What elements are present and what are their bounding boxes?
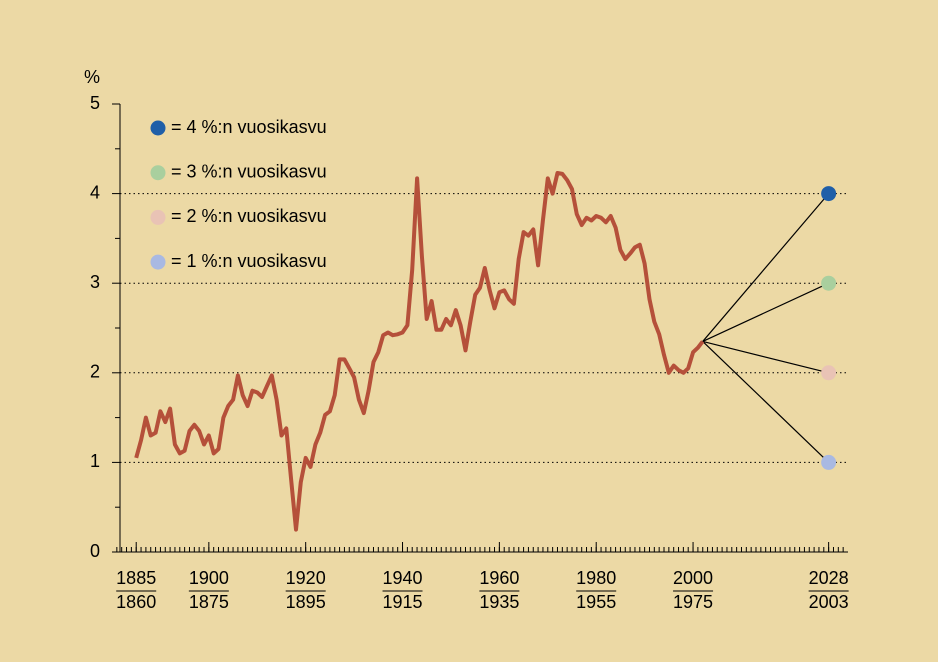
x-tick-sub-label: 1895 bbox=[286, 592, 326, 612]
x-tick-sub-label: 1975 bbox=[673, 592, 713, 612]
projection-marker bbox=[821, 365, 837, 381]
legend-label: = 3 %:n vuosikasvu bbox=[171, 161, 327, 181]
legend-marker bbox=[150, 165, 166, 181]
x-tick-label: 2000 bbox=[673, 568, 713, 588]
x-tick-sub-label: 2003 bbox=[809, 592, 849, 612]
projection-marker bbox=[821, 454, 837, 470]
y-tick-label: 2 bbox=[90, 362, 100, 382]
y-axis-label: % bbox=[84, 67, 100, 87]
legend-label: = 4 %:n vuosikasvu bbox=[171, 117, 327, 137]
x-tick-sub-label: 1935 bbox=[479, 592, 519, 612]
x-tick-label: 1920 bbox=[286, 568, 326, 588]
x-tick-label: 1980 bbox=[576, 568, 616, 588]
x-tick-label: 2028 bbox=[809, 568, 849, 588]
x-tick-label: 1940 bbox=[383, 568, 423, 588]
legend-marker bbox=[150, 209, 166, 225]
x-tick-sub-label: 1875 bbox=[189, 592, 229, 612]
y-tick-label: 1 bbox=[90, 451, 100, 471]
projection-marker bbox=[821, 275, 837, 291]
y-tick-label: 4 bbox=[90, 182, 100, 202]
projection-line bbox=[702, 282, 829, 342]
x-tick-sub-label: 1915 bbox=[383, 592, 423, 612]
projection-marker bbox=[821, 186, 837, 202]
x-tick-label: 1900 bbox=[189, 568, 229, 588]
legend-marker bbox=[150, 254, 166, 270]
y-tick-label: 3 bbox=[90, 272, 100, 292]
legend-label: = 1 %:n vuosikasvu bbox=[171, 251, 327, 271]
legend-label: = 2 %:n vuosikasvu bbox=[171, 206, 327, 226]
x-tick-sub-label: 1860 bbox=[116, 592, 156, 612]
legend-marker bbox=[150, 120, 166, 136]
projection-line bbox=[702, 340, 829, 374]
data-line bbox=[134, 171, 705, 532]
x-tick-sub-label: 1955 bbox=[576, 592, 616, 612]
y-tick-label: 5 bbox=[90, 93, 100, 113]
y-tick-label: 0 bbox=[90, 541, 100, 561]
x-tick-label: 1885 bbox=[116, 568, 156, 588]
projection-line bbox=[702, 341, 830, 463]
projection-line bbox=[702, 193, 830, 342]
x-tick-label: 1960 bbox=[479, 568, 519, 588]
